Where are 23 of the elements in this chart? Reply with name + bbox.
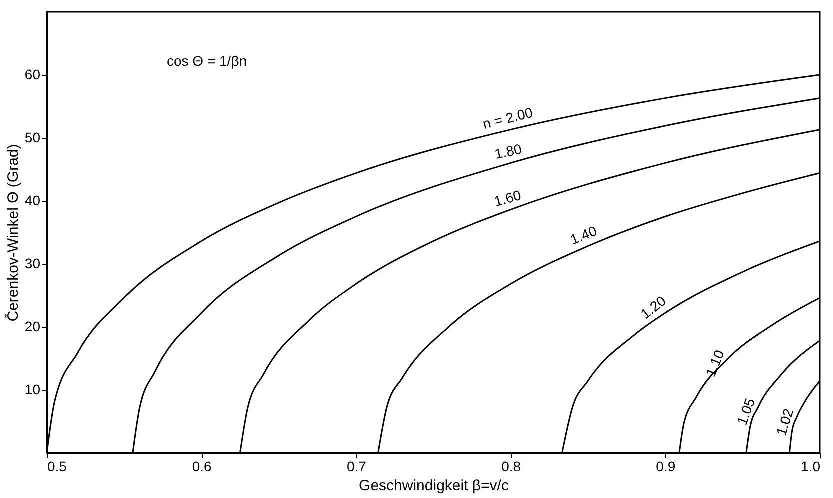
y-tick-label: 40 [24, 192, 41, 208]
x-tick-label: 0.8 [502, 458, 522, 474]
y-tick-label: 10 [24, 382, 41, 398]
x-tick-label: 0.7 [346, 458, 367, 474]
annotation: 1.10 [702, 348, 728, 380]
x-tick-label: 0.5 [48, 458, 68, 474]
annotation: 1.02 [773, 406, 797, 438]
y-axis-title: Čerenkov-Winkel Θ (Grad) [4, 144, 22, 322]
annotation: 1.20 [638, 292, 670, 322]
y-tick-label: 20 [24, 318, 41, 334]
annotation: 1.60 [492, 186, 524, 210]
annotation: n = 2.00 [481, 104, 535, 132]
x-tick-label: 0.9 [656, 458, 676, 474]
annotation: 1.05 [734, 396, 758, 428]
annotation: 1.40 [568, 222, 600, 248]
annotation: 1.80 [493, 140, 524, 162]
annotation: cos Θ = 1/βn [167, 53, 248, 69]
y-tick-label: 50 [24, 130, 41, 146]
x-axis-title: Geschwindigkeit β=v/c [359, 478, 510, 494]
y-tick-label: 60 [24, 66, 41, 82]
x-tick-label: 1.0 [801, 458, 821, 474]
x-tick-label: 0.6 [192, 458, 212, 474]
y-tick-label: 30 [24, 256, 41, 272]
